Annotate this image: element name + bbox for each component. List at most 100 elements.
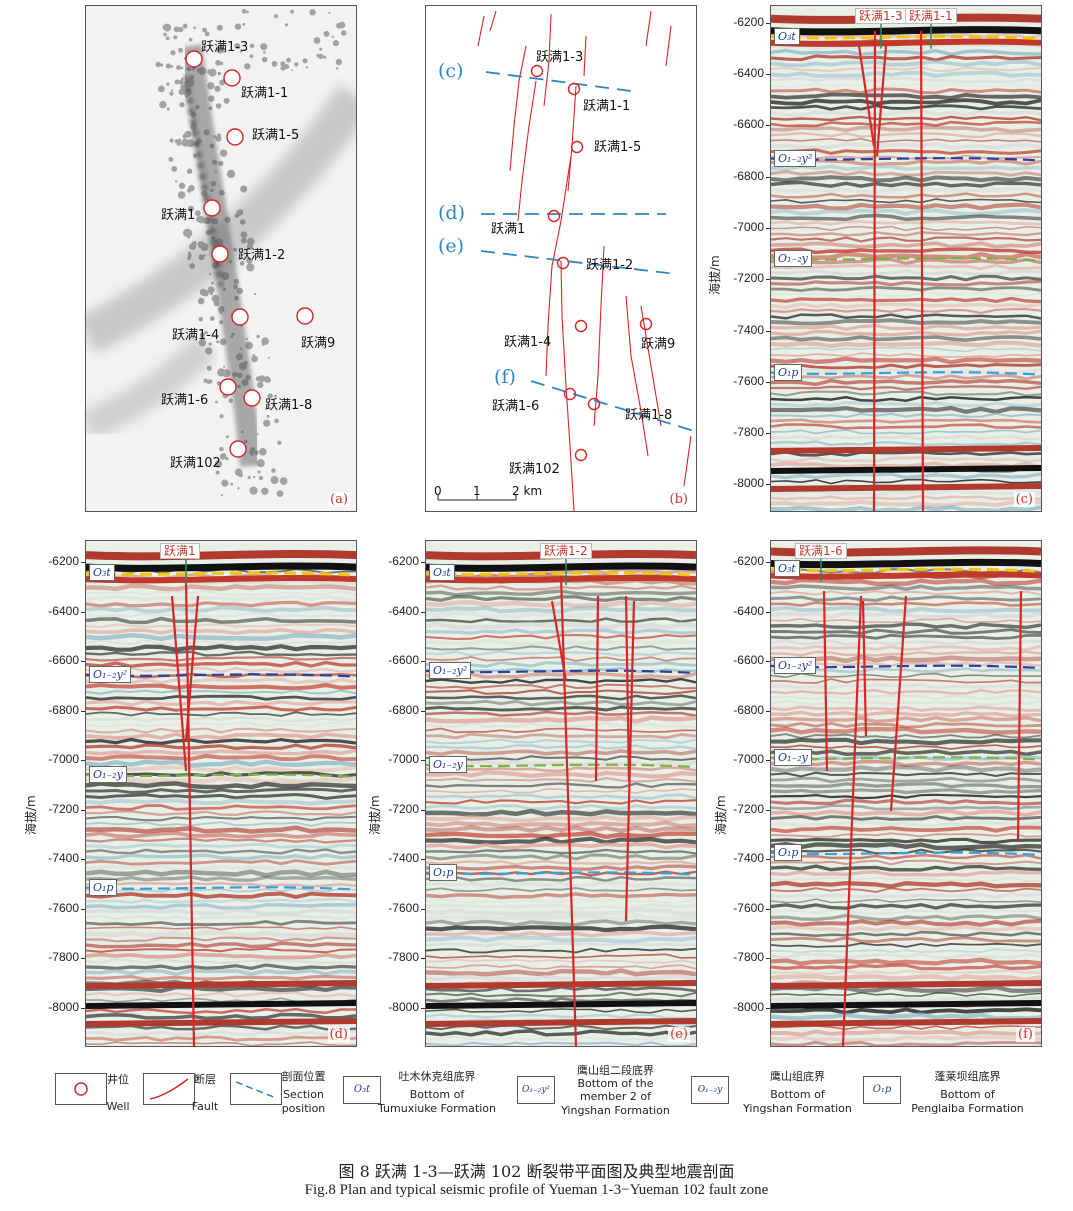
section-label: (e) bbox=[438, 235, 465, 257]
attribute-anomaly bbox=[241, 379, 249, 386]
seismic-reflector bbox=[771, 1000, 1041, 1009]
y-tick-label: -6400 bbox=[48, 603, 79, 618]
attribute-anomaly bbox=[253, 475, 256, 479]
seismic-reflector bbox=[771, 83, 1041, 89]
attribute-anomaly bbox=[186, 66, 191, 72]
y-tick-label: -7600 bbox=[48, 900, 79, 915]
seismic-reflector bbox=[86, 887, 356, 893]
attribute-anomaly bbox=[216, 45, 225, 54]
y-tick-label: -8000 bbox=[388, 999, 419, 1014]
attribute-anomaly bbox=[166, 107, 170, 111]
well-marker bbox=[296, 307, 314, 325]
seismic-reflector bbox=[86, 737, 356, 746]
seismic-reflector bbox=[426, 902, 696, 911]
seismic-reflector bbox=[771, 963, 1041, 971]
attribute-anomaly bbox=[190, 123, 197, 131]
legend-p-en: Bottom of bbox=[940, 1088, 995, 1101]
y-tick-mark bbox=[766, 710, 770, 712]
attribute-anomaly bbox=[180, 77, 184, 81]
attribute-anomaly bbox=[163, 23, 172, 32]
well-name: 跃满1-3 bbox=[855, 8, 907, 24]
y-tick-mark bbox=[766, 484, 770, 486]
attribute-anomaly bbox=[239, 261, 245, 266]
seismic-reflector bbox=[771, 251, 1041, 260]
attribute-anomaly bbox=[187, 253, 192, 258]
attribute-anomaly bbox=[240, 185, 248, 193]
seismic-reflector bbox=[771, 948, 1041, 954]
seismic-reflector bbox=[771, 346, 1041, 353]
y-tick-label: -7000 bbox=[48, 752, 79, 767]
legend-section-en: position bbox=[281, 1102, 326, 1115]
seismic-reflector bbox=[86, 815, 356, 822]
attribute-anomaly bbox=[214, 170, 217, 173]
seismic-reflector bbox=[771, 672, 1041, 679]
attribute-anomaly bbox=[183, 228, 192, 237]
attribute-anomaly bbox=[276, 490, 284, 497]
seismic-reflector bbox=[426, 864, 696, 871]
seismic-reflector bbox=[426, 628, 696, 636]
seismic-reflector bbox=[426, 887, 696, 893]
seismic-reflector bbox=[426, 881, 696, 889]
seismic-reflector bbox=[426, 1018, 696, 1027]
attribute-anomaly bbox=[210, 281, 214, 285]
y-tick-mark bbox=[766, 176, 770, 178]
seismic-reflector bbox=[771, 478, 1041, 485]
y-tick-mark bbox=[81, 661, 85, 663]
well-marker bbox=[231, 308, 249, 326]
legend-y2-en: member 2 of bbox=[579, 1090, 652, 1103]
seismic-reflector bbox=[86, 727, 356, 734]
legend-y2-cn: 鹰山组二段底界 bbox=[577, 1064, 654, 1077]
y-tick-mark bbox=[81, 809, 85, 811]
legend-o3t-en: Tumuxiuke Formation bbox=[377, 1102, 496, 1115]
seismic-reflector bbox=[426, 1008, 696, 1014]
well-label: 跃满1-4 bbox=[504, 335, 552, 350]
attribute-anomaly bbox=[186, 168, 193, 174]
seismic-reflector bbox=[771, 335, 1041, 343]
attribute-anomaly bbox=[224, 216, 231, 223]
y-tick-label: -6600 bbox=[733, 653, 764, 668]
attribute-anomaly bbox=[202, 27, 207, 33]
seismic-reflector bbox=[86, 991, 356, 998]
seismic-reflector bbox=[426, 853, 696, 861]
attribute-anomaly bbox=[193, 153, 197, 158]
legend-y-en: Bottom of bbox=[770, 1088, 825, 1101]
attribute-anomaly bbox=[246, 10, 249, 14]
seismic-reflector bbox=[771, 969, 1041, 976]
well-name: 跃满1-2 bbox=[540, 543, 592, 559]
y-tick-label: -7800 bbox=[733, 425, 764, 440]
seismic-reflector bbox=[771, 611, 1041, 619]
seismic-reflector bbox=[426, 777, 696, 783]
seismic-reflector bbox=[771, 483, 1041, 492]
seismic-reflector bbox=[426, 606, 696, 614]
well-label: 跃满1-5 bbox=[594, 140, 642, 155]
seismic-reflector bbox=[771, 291, 1041, 298]
seismic-reflector bbox=[426, 842, 696, 850]
seismic-reflector bbox=[86, 689, 356, 695]
attribute-anomaly bbox=[222, 369, 231, 378]
seismic-reflector bbox=[426, 907, 696, 917]
well-marker bbox=[185, 50, 203, 68]
panel-label: (d) bbox=[327, 1027, 350, 1042]
y-tick-mark bbox=[766, 958, 770, 960]
seismic-reflector bbox=[86, 562, 356, 572]
horizon-label: O₁₋₂y bbox=[429, 756, 467, 774]
seismic-reflector bbox=[86, 908, 356, 916]
y-tick-label: -6400 bbox=[733, 603, 764, 618]
attribute-anomaly bbox=[253, 292, 256, 296]
y-tick-mark bbox=[81, 908, 85, 910]
y-tick-mark bbox=[421, 710, 425, 712]
y-tick-mark bbox=[421, 661, 425, 663]
seismic-reflector bbox=[426, 924, 696, 933]
y-tick-mark bbox=[766, 908, 770, 910]
attribute-anomaly bbox=[206, 32, 209, 35]
seismic-reflector bbox=[426, 710, 696, 718]
legend-horizon-code: O₃t bbox=[353, 1084, 371, 1095]
well-name: 跃满1-6 bbox=[795, 543, 847, 559]
attribute-anomaly bbox=[192, 129, 195, 132]
seismic-reflector bbox=[771, 683, 1041, 690]
seismic-reflector bbox=[771, 644, 1041, 652]
y-tick-label: -7400 bbox=[48, 851, 79, 866]
attribute-anomaly bbox=[183, 88, 192, 97]
attribute-anomaly bbox=[191, 241, 197, 246]
attribute-anomaly bbox=[194, 210, 201, 217]
